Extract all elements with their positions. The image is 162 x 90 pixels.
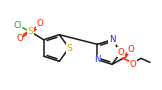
Text: S: S [28,27,34,36]
Text: S: S [66,43,72,52]
Text: O: O [16,34,23,43]
Text: O: O [128,45,134,54]
Text: O: O [36,19,43,28]
Text: O: O [130,60,136,69]
Text: N: N [109,35,115,44]
Text: O: O [118,48,124,57]
Text: Cl: Cl [13,21,22,30]
Text: N: N [94,55,101,64]
